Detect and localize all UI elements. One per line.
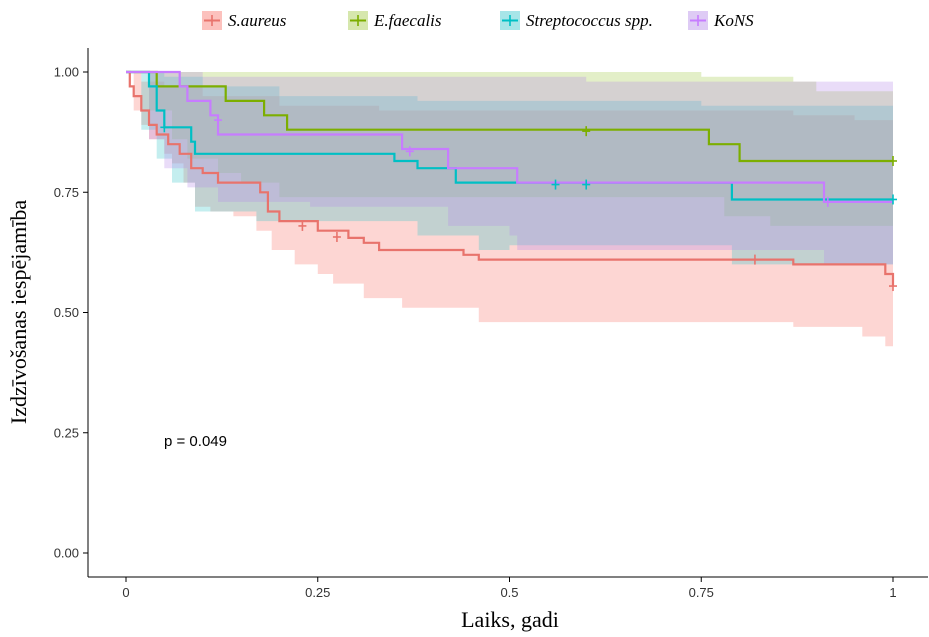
x-tick-label: 0.5 <box>500 585 518 600</box>
legend-label-e-faecalis: E.faecalis <box>373 11 442 30</box>
x-tick-label: 0.25 <box>305 585 330 600</box>
x-tick-label: 0 <box>122 585 129 600</box>
legend-item-e-faecalis: E.faecalis <box>348 11 442 30</box>
censor-mark-kons <box>214 115 223 126</box>
curve-s-aureus <box>126 70 895 286</box>
censor-mark-s-aureus <box>332 231 341 242</box>
censor-mark-kons <box>405 146 414 157</box>
legend-item-s-aureus: S.aureus <box>202 11 287 30</box>
y-tick-label: 0.50 <box>54 305 79 320</box>
censor-mark-streptococcus-spp <box>582 179 591 190</box>
band-e-faecalis <box>126 72 893 226</box>
p-value-annotation: p = 0.049 <box>164 433 227 450</box>
curve-streptococcus-spp <box>126 70 893 201</box>
censor-mark-streptococcus-spp <box>889 194 897 205</box>
censor-mark-s-aureus <box>889 281 897 292</box>
legend: S.aureus E.faecalis Streptococcus spp. KoNS <box>202 11 754 30</box>
censor-marks <box>160 115 897 292</box>
legend-label-kons: KoNS <box>713 11 754 30</box>
legend-item-streptococcus-spp: Streptococcus spp. <box>500 11 653 30</box>
censor-mark-streptococcus-spp <box>551 179 560 190</box>
confidence-bands <box>126 72 893 347</box>
survival-curves <box>126 70 895 286</box>
x-ticks: 0 0.25 0.5 0.75 1 <box>122 577 897 600</box>
censor-mark-s-aureus <box>298 220 307 231</box>
x-tick-label: 1 <box>889 585 896 600</box>
y-tick-label: 0.25 <box>54 425 79 440</box>
y-tick-label: 1.00 <box>54 65 79 80</box>
band-s-aureus <box>126 72 893 347</box>
censor-mark-kons <box>823 196 832 207</box>
x-axis-title: Laiks, gadi <box>461 607 559 632</box>
legend-item-kons: KoNS <box>688 11 754 30</box>
y-tick-label: 0.00 <box>54 546 79 561</box>
legend-label-s-aureus: S.aureus <box>228 11 287 30</box>
y-axis-title: Izdzīvošanas iespējamība <box>6 200 31 424</box>
censor-mark-e-faecalis <box>582 126 591 137</box>
legend-label-streptococcus-spp: Streptococcus spp. <box>526 11 653 30</box>
curve-kons <box>126 70 893 203</box>
censor-mark-s-aureus <box>750 254 759 265</box>
x-tick-label: 0.75 <box>689 585 714 600</box>
y-ticks: 0.00 0.25 0.50 0.75 1.00 <box>54 65 88 561</box>
censor-mark-streptococcus-spp <box>160 122 169 133</box>
y-tick-label: 0.75 <box>54 185 79 200</box>
censor-mark-e-faecalis <box>889 155 897 166</box>
